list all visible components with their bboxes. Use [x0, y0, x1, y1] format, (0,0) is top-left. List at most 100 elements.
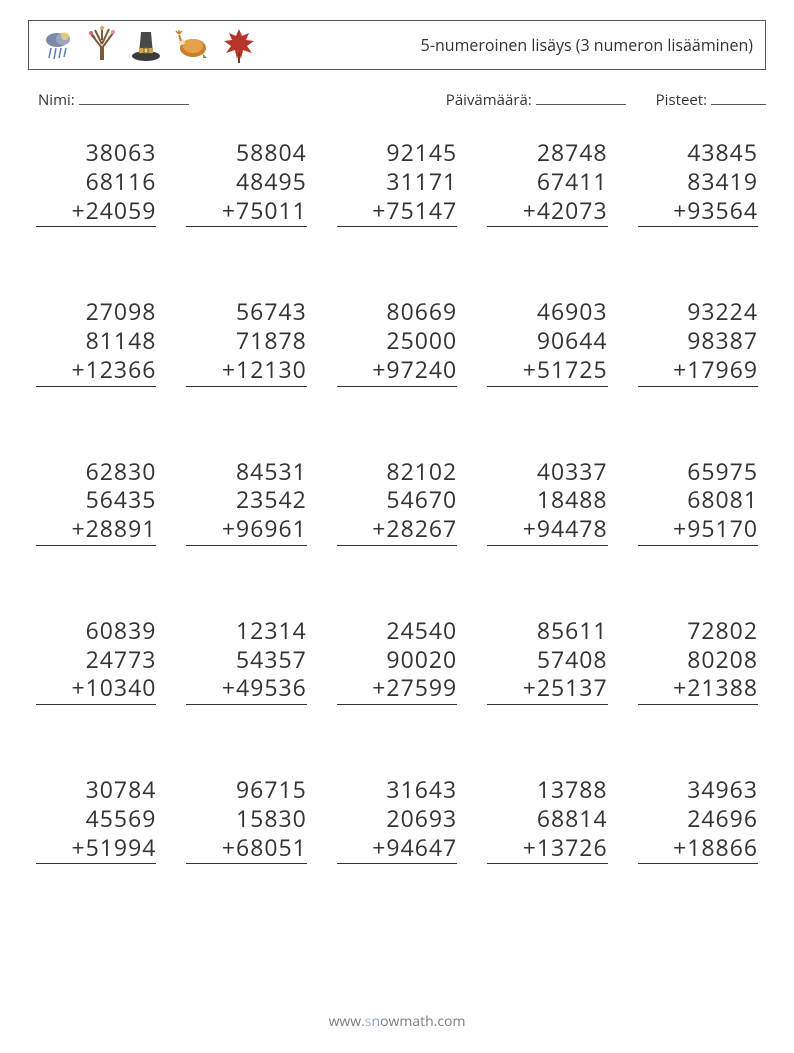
answer-space[interactable] [638, 387, 758, 411]
addend-3: +93564 [638, 196, 758, 228]
addend-1: 58804 [186, 138, 306, 167]
problem: 6083924773+10340 [36, 616, 156, 729]
problem: 9322498387+17969 [638, 297, 758, 410]
addend-3: +12366 [36, 355, 156, 387]
answer-space[interactable] [36, 864, 156, 888]
addend-2: 68814 [487, 804, 607, 833]
problem: 8561157408+25137 [487, 616, 607, 729]
addend-3: +75147 [337, 196, 457, 228]
header-box: 5-numeroinen lisäys (3 numeron lisäämine… [28, 20, 766, 70]
addend-1: 13788 [487, 775, 607, 804]
score-blank[interactable] [711, 90, 766, 105]
addend-3: +42073 [487, 196, 607, 228]
answer-space[interactable] [487, 387, 607, 411]
problem: 6597568081+95170 [638, 457, 758, 570]
rain-cloud-icon [41, 28, 75, 62]
addend-1: 93224 [638, 297, 758, 326]
addend-1: 60839 [36, 616, 156, 645]
addend-3: +97240 [337, 355, 457, 387]
addend-1: 28748 [487, 138, 607, 167]
answer-space[interactable] [487, 546, 607, 570]
addend-3: +10340 [36, 673, 156, 705]
addend-1: 38063 [36, 138, 156, 167]
answer-space[interactable] [487, 864, 607, 888]
answer-space[interactable] [186, 227, 306, 251]
addend-1: 85611 [487, 616, 607, 645]
addend-1: 84531 [186, 457, 306, 486]
addend-1: 62830 [36, 457, 156, 486]
addend-1: 12314 [186, 616, 306, 645]
problem: 3806368116+24059 [36, 138, 156, 251]
problem: 5674371878+12130 [186, 297, 306, 410]
answer-space[interactable] [337, 546, 457, 570]
addend-2: 24773 [36, 645, 156, 674]
addend-3: +96961 [186, 514, 306, 546]
addend-1: 56743 [186, 297, 306, 326]
problem: 8066925000+97240 [337, 297, 457, 410]
answer-space[interactable] [186, 546, 306, 570]
addend-2: 90644 [487, 326, 607, 355]
bare-tree-icon [85, 26, 119, 64]
addend-2: 15830 [186, 804, 306, 833]
addend-2: 83419 [638, 167, 758, 196]
answer-space[interactable] [337, 227, 457, 251]
problem: 3078445569+51994 [36, 775, 156, 888]
answer-space[interactable] [638, 227, 758, 251]
problem: 9214531171+75147 [337, 138, 457, 251]
worksheet-title: 5-numeroinen lisäys (3 numeron lisäämine… [257, 34, 753, 56]
info-row: Nimi: Päivämäärä: Pisteet: [28, 90, 766, 110]
answer-space[interactable] [638, 864, 758, 888]
addend-3: +12130 [186, 355, 306, 387]
footer-rest: owmath.com [380, 1012, 465, 1031]
score-field: Pisteet: [656, 90, 766, 110]
answer-space[interactable] [337, 705, 457, 729]
addend-3: +49536 [186, 673, 306, 705]
answer-space[interactable] [337, 387, 457, 411]
addend-1: 30784 [36, 775, 156, 804]
addend-1: 43845 [638, 138, 758, 167]
answer-space[interactable] [186, 387, 306, 411]
answer-space[interactable] [36, 705, 156, 729]
problem: 8453123542+96961 [186, 457, 306, 570]
name-blank[interactable] [79, 90, 189, 105]
answer-space[interactable] [487, 227, 607, 251]
addend-2: 20693 [337, 804, 457, 833]
addend-1: 82102 [337, 457, 457, 486]
addend-2: 18488 [487, 485, 607, 514]
addend-1: 24540 [337, 616, 457, 645]
footer: www.snowmath.com [0, 1012, 794, 1031]
problem: 2874867411+42073 [487, 138, 607, 251]
answer-space[interactable] [487, 705, 607, 729]
addend-2: 56435 [36, 485, 156, 514]
addend-2: 68116 [36, 167, 156, 196]
date-field: Päivämäärä: [446, 90, 626, 110]
answer-space[interactable] [36, 227, 156, 251]
answer-space[interactable] [638, 546, 758, 570]
problems-grid: 3806368116+240595880448495+7501192145311… [28, 138, 766, 888]
addend-2: 45569 [36, 804, 156, 833]
answer-space[interactable] [36, 387, 156, 411]
answer-space[interactable] [337, 864, 457, 888]
addend-1: 40337 [487, 457, 607, 486]
problem: 4690390644+51725 [487, 297, 607, 410]
problem: 2454090020+27599 [337, 616, 457, 729]
problem: 8210254670+28267 [337, 457, 457, 570]
addend-3: +51725 [487, 355, 607, 387]
addend-2: 54357 [186, 645, 306, 674]
date-label: Päivämäärä: [446, 90, 532, 110]
addend-1: 27098 [36, 297, 156, 326]
answer-space[interactable] [36, 546, 156, 570]
problem: 3164320693+94647 [337, 775, 457, 888]
addend-2: 25000 [337, 326, 457, 355]
score-label: Pisteet: [656, 90, 707, 110]
addend-2: 67411 [487, 167, 607, 196]
problem: 9671515830+68051 [186, 775, 306, 888]
date-blank[interactable] [536, 90, 626, 105]
problem: 2709881148+12366 [36, 297, 156, 410]
problem: 6283056435+28891 [36, 457, 156, 570]
answer-space[interactable] [638, 705, 758, 729]
answer-space[interactable] [186, 705, 306, 729]
turkey-icon [173, 28, 211, 62]
problem: 4384583419+93564 [638, 138, 758, 251]
answer-space[interactable] [186, 864, 306, 888]
